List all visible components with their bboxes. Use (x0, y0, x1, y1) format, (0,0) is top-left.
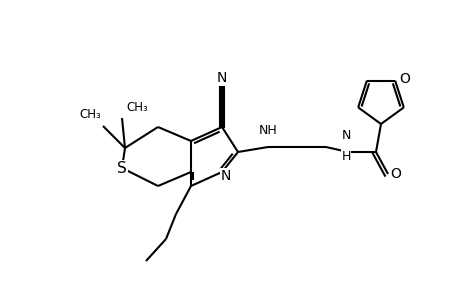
Text: S: S (117, 160, 127, 175)
Text: H: H (341, 150, 350, 163)
Text: N: N (220, 169, 231, 183)
Text: NH: NH (258, 124, 277, 137)
Text: N: N (216, 71, 227, 85)
Text: O: O (390, 167, 401, 181)
Text: O: O (399, 72, 409, 86)
Text: CH₃: CH₃ (126, 101, 147, 114)
Text: CH₃: CH₃ (79, 108, 101, 121)
Text: N: N (341, 129, 350, 142)
